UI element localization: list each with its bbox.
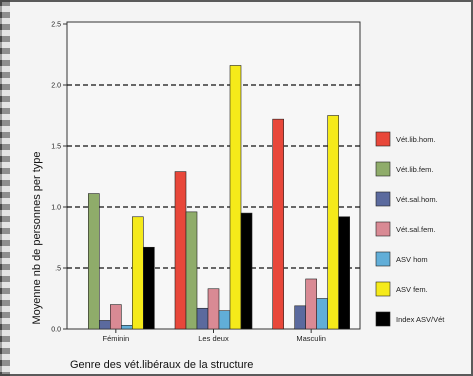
bar-asv-hom-2 (316, 298, 328, 330)
legend-swatch (375, 311, 391, 327)
y-tick-label: 1.0 (51, 205, 61, 212)
bar-v-t-sal-hom--0 (99, 320, 111, 330)
y-tick-label: .5 (55, 266, 61, 273)
legend-swatch (375, 221, 391, 237)
y-axis-ticks: 0.0 .5 1.0 1.5 2.0 2.5 (51, 22, 67, 334)
bar-asv-fem--2 (327, 115, 339, 330)
bar-asv-fem--0 (132, 216, 144, 330)
legend-swatch (375, 191, 391, 207)
x-category-label: Masculin (296, 334, 326, 343)
x-category-label: Féminin (102, 334, 129, 343)
bar-index-asv-v-t-1 (240, 212, 253, 330)
bar-asv-fem--1 (229, 65, 242, 330)
bar-index-asv-v-t-2 (338, 216, 350, 330)
legend-swatch (375, 161, 391, 177)
legend-swatch (375, 131, 391, 147)
y-axis-title: Moyenne nb de personnes per type (31, 151, 43, 324)
legend-label: ASV hom (396, 255, 428, 264)
x-axis-title: Genre des vét.libéraux de la structure (70, 359, 253, 371)
left-edge-stripe (0, 0, 10, 376)
gridlines (67, 84, 360, 269)
bar-v-t-sal-fem--2 (305, 278, 317, 330)
bar-v-t-lib-fem--0 (88, 193, 100, 330)
bar-v-t-lib-hom--2 (272, 118, 284, 330)
legend-label: Vét.sal.fem. (396, 225, 436, 234)
y-tick-label: 1.5 (51, 144, 61, 151)
legend-swatch (375, 281, 391, 297)
legend-label: Vét.lib.hom. (396, 135, 436, 144)
bar-v-t-sal-fem--1 (207, 288, 220, 330)
bar-index-asv-v-t-0 (143, 246, 155, 330)
legend: Vét.lib.hom. Vét.lib.fem. Vét.sal.hom. Vét.… (375, 131, 445, 327)
legend-label: ASV fem. (396, 285, 428, 294)
bar-asv-hom-0 (121, 325, 133, 330)
legend-label: Vét.lib.fem. (396, 165, 434, 174)
bar-asv-hom-1 (218, 310, 231, 330)
y-tick-label: 0.0 (51, 327, 61, 334)
legend-label: Vét.sal.hom. (396, 195, 438, 204)
bar-v-t-sal-fem--0 (110, 304, 122, 330)
y-tick-label: 2.5 (51, 22, 61, 29)
plot-area (66, 21, 361, 330)
bar-v-t-sal-hom--1 (196, 307, 209, 330)
bar-v-t-lib-hom--1 (174, 171, 187, 330)
legend-label: Index ASV/Vét (396, 315, 445, 324)
x-category-label: Les deux (198, 334, 229, 343)
bar-v-t-sal-hom--2 (294, 305, 306, 330)
bars (88, 65, 350, 330)
y-tick-label: 2.0 (51, 83, 61, 90)
bar-v-t-lib-fem--1 (185, 211, 198, 330)
legend-swatch (375, 251, 391, 267)
x-axis-categories: Féminin Les deux Masculin (102, 329, 326, 343)
